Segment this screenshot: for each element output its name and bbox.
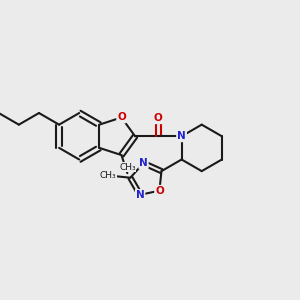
- Text: N: N: [139, 158, 148, 168]
- Text: O: O: [154, 113, 163, 123]
- Text: O: O: [155, 186, 164, 196]
- Text: O: O: [117, 112, 126, 122]
- Text: N: N: [177, 131, 186, 141]
- Text: N: N: [136, 190, 145, 200]
- Text: N: N: [177, 131, 186, 141]
- Text: CH₃: CH₃: [119, 163, 136, 172]
- Text: CH₃: CH₃: [100, 171, 117, 180]
